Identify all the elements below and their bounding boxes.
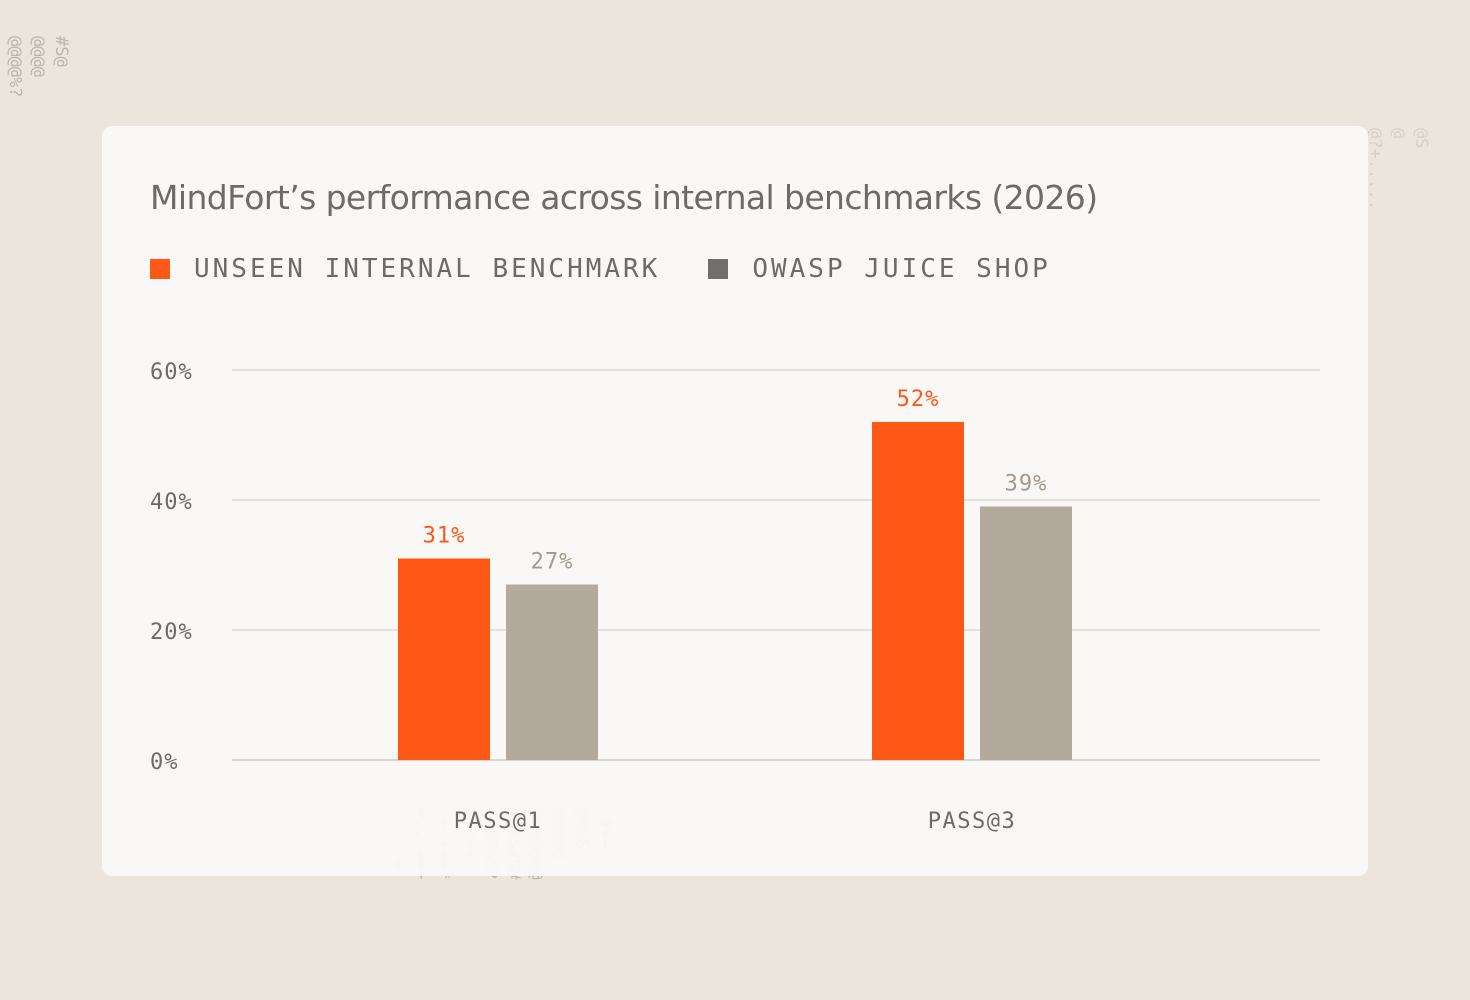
x-tick-label: PASS@1: [454, 809, 542, 834]
y-tick-label: 40%: [150, 490, 193, 515]
bar: [398, 558, 490, 760]
data-label: 52%: [897, 387, 940, 412]
x-tick-label: PASS@3: [928, 809, 1016, 834]
legend-item-owasp-juice-shop: OWASP JUICE SHOP: [708, 254, 1050, 284]
bar: [872, 422, 964, 760]
chart-legend: UNSEEN INTERNAL BENCHMARK OWASP JUICE SH…: [150, 254, 1099, 284]
data-label: 39%: [1005, 472, 1048, 497]
y-tick-label: 60%: [150, 360, 193, 385]
data-label: 27%: [531, 550, 574, 575]
chart-card: MindFort’s performance across internal b…: [102, 126, 1368, 876]
data-label: 31%: [423, 524, 466, 549]
bar: [980, 506, 1072, 760]
y-tick-label: 0%: [150, 750, 179, 775]
ascii-texture-top-left: #S@ @@@@ @@@@%? @@@@.+ @?+. #++. @S%. #@…: [0, 36, 71, 98]
legend-item-unseen-internal-benchmark: UNSEEN INTERNAL BENCHMARK: [150, 254, 660, 284]
y-tick-label: 20%: [150, 620, 193, 645]
legend-swatch: [150, 259, 170, 279]
legend-label: OWASP JUICE SHOP: [752, 254, 1051, 284]
bar: [506, 584, 598, 760]
chart-title: MindFort’s performance across internal b…: [150, 178, 1098, 217]
bar-chart: 0% 20% 40% 60% 31% 27% PASS@1 52% 39% PASS@3: [150, 360, 1320, 834]
legend-label: UNSEEN INTERNAL BENCHMARK: [194, 254, 661, 284]
legend-swatch: [708, 259, 729, 279]
